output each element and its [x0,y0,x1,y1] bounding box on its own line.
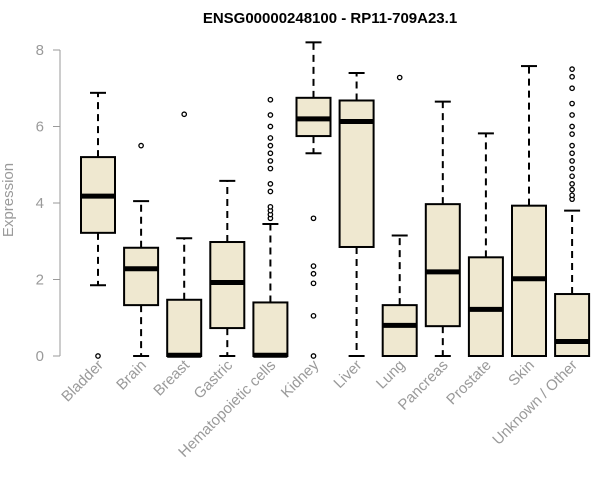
outlier-point [267,165,274,172]
chart-title: ENSG00000248100 - RP11-709A23.1 [203,10,457,27]
x-tick-label: Breast [150,356,193,399]
outlier-point [569,66,575,72]
y-tick-label: 8 [36,42,44,59]
outlier-point [310,353,317,359]
outlier-point [267,150,274,157]
x-tick-label: Kidney [278,356,323,401]
box-gastric [209,179,246,357]
outlier-point [569,73,575,80]
box-iqr [252,301,289,358]
outlier-point [138,142,144,149]
box-iqr [123,246,160,307]
y-axis: 0 2 4 6 8 [36,42,61,365]
x-tick-label: Prostate [443,357,495,409]
outlier-point [310,215,317,222]
outlier-point [569,142,575,149]
box-hematopoietic-cells [252,96,289,358]
outlier-point [569,173,575,180]
box-unknown-other [554,66,591,358]
outlier-point [569,131,575,137]
box-brain [123,142,160,357]
outlier-point [569,112,575,118]
box-liver [338,71,375,357]
y-tick-label: 6 [36,119,44,136]
box-prostate [467,132,504,357]
outlier-point [267,142,274,149]
x-tick-label: Bladder [58,357,107,406]
outlier-point [569,181,575,187]
box-iqr [338,99,375,248]
box-skin [511,65,547,357]
y-tick-label: 4 [36,195,44,212]
outlier-point [569,100,575,107]
outlier-point [569,192,575,199]
outlier-point [569,186,575,193]
outlier-point [267,158,274,164]
outlier-point [267,123,274,130]
x-tick-label: Liver [330,357,365,392]
box-iqr [381,304,418,358]
outlier-point [310,270,317,277]
outlier-point [267,112,274,118]
boxes [80,41,591,359]
x-tick-label: Lung [373,357,409,393]
box-lung [381,74,418,358]
y-axis-label: Expression [0,163,17,237]
box-kidney [295,41,332,359]
outlier-point [267,203,274,210]
outlier-point [310,263,317,269]
box-bladder [80,91,116,359]
outlier-point [267,181,274,187]
outlier-point [396,74,403,81]
y-tick-label: 0 [36,348,44,365]
x-tick-label: Brain [113,357,150,394]
box-iqr [166,298,203,357]
box-iqr [554,293,591,358]
outlier-point [181,111,188,118]
outlier-point [569,158,575,164]
box-iqr [467,256,504,357]
x-tick-label: Skin [505,357,538,390]
outlier-point [569,150,575,157]
outlier-point [569,165,575,172]
outlier-point [310,312,317,319]
box-pancreas [424,100,461,357]
y-tick-label: 2 [36,272,44,289]
outlier-point [569,123,575,130]
outlier-point [95,353,101,359]
outlier-point [267,135,274,141]
outlier-point [267,96,274,103]
outlier-point [310,280,317,287]
outlier-point [569,85,575,92]
box-iqr [424,203,461,328]
box-breast [166,111,203,358]
outlier-point [267,188,274,195]
